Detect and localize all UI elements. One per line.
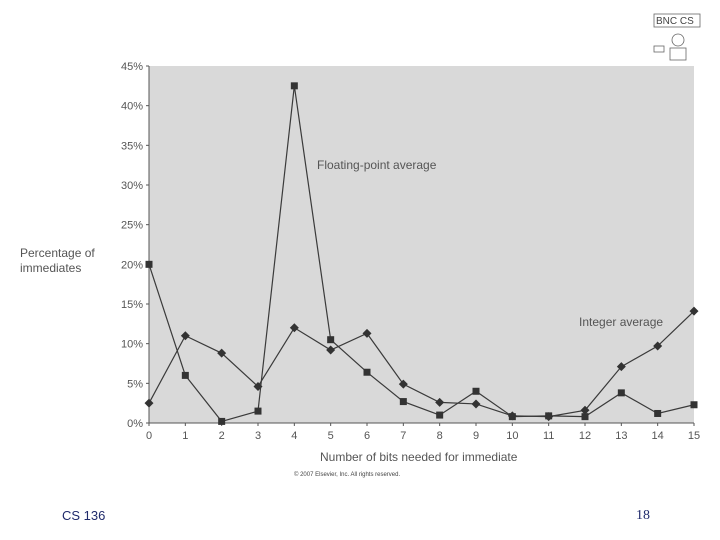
x-tick-label: 6 xyxy=(364,430,370,442)
floating-point-point xyxy=(690,401,698,409)
integer-point xyxy=(144,398,154,408)
floating-point-point xyxy=(327,336,335,344)
integer-point xyxy=(653,341,663,351)
plot-area xyxy=(149,66,694,423)
integer-point xyxy=(362,328,372,338)
logo-text: BNC CS xyxy=(656,16,694,27)
x-tick-label: 10 xyxy=(506,430,518,442)
integer-point xyxy=(544,412,554,422)
integer-point xyxy=(435,397,445,407)
x-tick-label: 3 xyxy=(255,430,261,442)
y-tick-label: 15% xyxy=(121,299,143,311)
floating-point-point xyxy=(145,260,153,268)
floating-point-point xyxy=(399,398,407,406)
x-tick-label: 4 xyxy=(291,430,297,442)
x-tick-label: 5 xyxy=(328,430,334,442)
x-tick-label: 11 xyxy=(543,430,554,442)
y-tick-group: 0% 5% 10% 15% 20% 25% 30% 35% 40% 45% xyxy=(121,61,149,430)
floating-point-point xyxy=(181,371,189,379)
floating-point-point xyxy=(290,82,298,90)
floating-point-point xyxy=(254,407,262,415)
y-tick-label: 45% xyxy=(121,61,143,73)
y-axis-label-line1: Percentage of xyxy=(20,246,95,260)
x-axis-label: Number of bits needed for immediate xyxy=(320,450,518,464)
integer-point xyxy=(289,323,299,333)
floating-point-point xyxy=(472,387,480,395)
x-tick-label: 7 xyxy=(400,430,406,442)
footer-course: CS 136 xyxy=(62,508,106,523)
x-tick-label: 12 xyxy=(579,430,591,442)
integer-point xyxy=(616,362,626,372)
floating-point-point xyxy=(654,409,662,417)
series-group xyxy=(144,82,699,425)
x-tick-label: 9 xyxy=(473,430,479,442)
y-tick-label: 20% xyxy=(121,259,143,271)
logo: BNC CS xyxy=(650,12,706,62)
y-axis-label-line2: immediates xyxy=(20,261,81,275)
integer-point xyxy=(180,331,190,341)
y-tick-label: 5% xyxy=(127,378,143,390)
floating-point-point xyxy=(363,368,371,376)
x-tick-label: 8 xyxy=(437,430,443,442)
floating-point-point xyxy=(436,411,444,419)
integer-point xyxy=(580,405,590,415)
y-tick-label: 0% xyxy=(127,418,143,430)
floating-point-point xyxy=(617,389,625,397)
integer-point xyxy=(217,348,227,358)
y-tick-label: 40% xyxy=(121,101,143,113)
x-tick-label: 15 xyxy=(688,430,700,442)
annotation-integer: Integer average xyxy=(579,315,663,329)
x-tick-label: 1 xyxy=(182,430,188,442)
series-line-floating-point xyxy=(148,85,695,423)
x-tick-label: 13 xyxy=(615,430,627,442)
annotation-floating-point: Floating-point average xyxy=(317,158,437,172)
x-tick-label: 14 xyxy=(652,430,664,442)
y-tick-label: 30% xyxy=(121,180,143,192)
x-tick-label: 2 xyxy=(219,430,225,442)
integer-point xyxy=(689,306,699,316)
y-tick-label: 35% xyxy=(121,140,143,152)
y-tick-label: 10% xyxy=(121,339,143,351)
integer-point xyxy=(253,382,263,392)
y-tick-label: 25% xyxy=(121,220,143,232)
integer-point xyxy=(326,345,336,355)
copyright-text: © 2007 Elsevier, Inc. All rights reserve… xyxy=(294,471,400,478)
integer-point xyxy=(471,399,481,409)
integer-point xyxy=(398,379,408,389)
floating-point-point xyxy=(581,413,589,421)
x-tick-label: 0 xyxy=(146,430,152,442)
x-tick-group: 0 1 2 3 4 5 6 7 8 9 10 11 12 13 14 15 xyxy=(146,423,700,442)
footer-page-number: 18 xyxy=(636,508,650,523)
floating-point-point xyxy=(218,417,226,425)
series-line-integer xyxy=(148,310,695,418)
integer-point xyxy=(507,411,517,421)
